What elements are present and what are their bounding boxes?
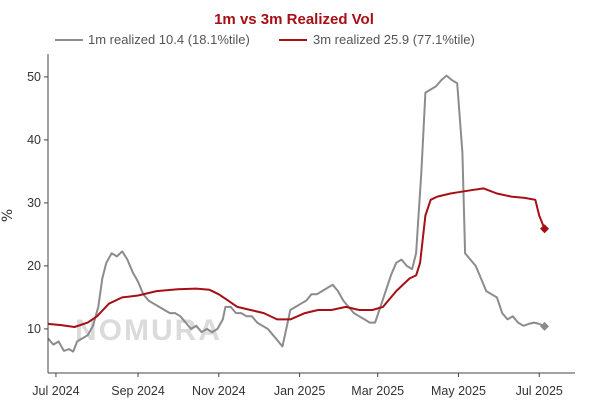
series-layer	[47, 74, 550, 353]
y-tick-label: 50	[27, 70, 41, 84]
x-tick-label: Nov 2024	[192, 384, 246, 398]
chart-legend: 1m realized 10.4 (18.1%tile) 3m realized …	[55, 32, 475, 47]
y-tick-label: 40	[27, 133, 41, 147]
x-tick-label: Jan 2025	[274, 384, 325, 398]
axes-layer: 10 20 30 40 50 Jul 2024 Sep 2024 Nov 2024 Jan 20…	[27, 54, 575, 398]
series-line-2	[47, 187, 546, 328]
x-tick-label: Jul 2024	[32, 384, 79, 398]
series-last-point-1	[540, 321, 550, 331]
nomura-watermark: NOMURA	[75, 314, 222, 347]
series-line-1	[47, 74, 545, 353]
y-axis-label: %	[0, 209, 16, 222]
y-tick-label: 10	[27, 322, 41, 336]
chart-title: 1m vs 3m Realized Vol	[214, 11, 374, 28]
legend-label-1: 1m realized 10.4 (18.1%tile)	[88, 32, 250, 47]
y-tick-label: 30	[27, 196, 41, 210]
legend-label-2: 3m realized 25.9 (77.1%tile)	[313, 32, 475, 47]
x-tick-label: May 2025	[431, 384, 486, 398]
x-tick-label: Mar 2025	[351, 384, 404, 398]
series-last-point-2	[540, 224, 550, 234]
y-tick-label: 20	[27, 259, 41, 273]
x-tick-label: Sep 2024	[111, 384, 165, 398]
x-tick-label: Jul 2025	[516, 384, 563, 398]
